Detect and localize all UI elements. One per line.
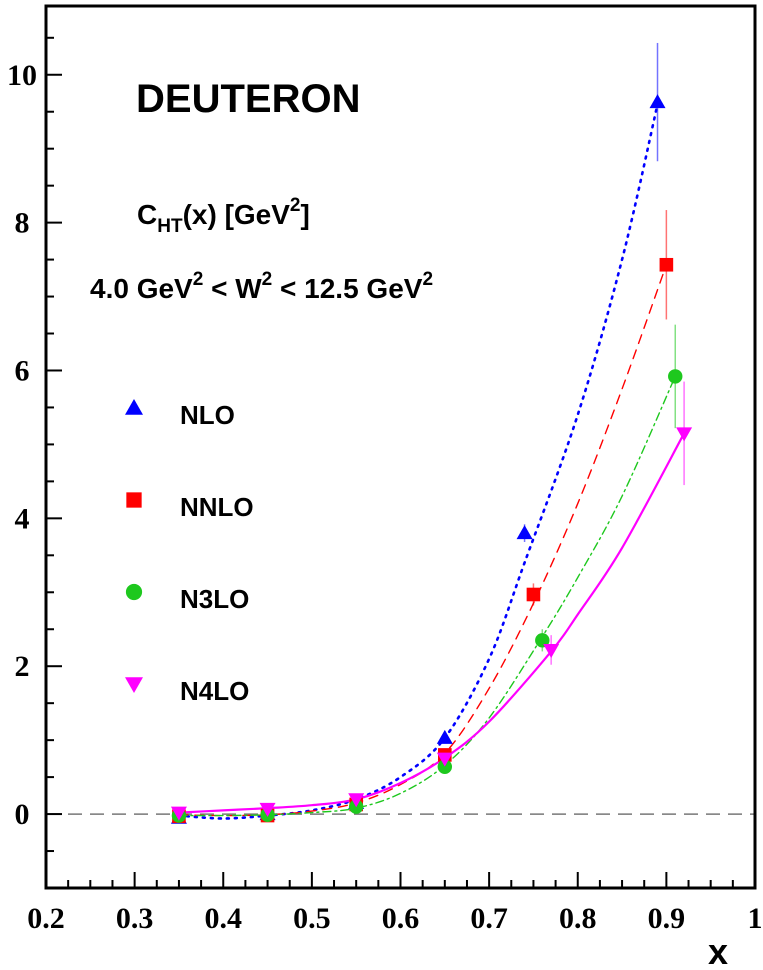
marker-triangle-down-icon xyxy=(436,752,453,767)
x-tick-label: 1 xyxy=(748,902,763,935)
x-tick-label: 0.4 xyxy=(205,902,243,935)
legend-square-icon xyxy=(126,492,142,508)
marker-circle-icon xyxy=(535,633,550,648)
x-tick-label: 0.9 xyxy=(648,902,686,935)
y-tick-labels: 0 2 4 6 8 10 xyxy=(7,59,37,831)
legend-triangle-up-icon xyxy=(125,399,143,415)
legend-label-nnlo: NNLO xyxy=(180,492,254,522)
y-tick-label: 2 xyxy=(15,650,30,683)
marker-circle-icon xyxy=(437,759,453,774)
curve-nlo xyxy=(177,103,659,820)
marker-triangle-down-icon xyxy=(676,427,693,442)
y-tick-label: 0 xyxy=(15,798,30,831)
x-tick-label: 0.8 xyxy=(559,902,597,935)
x-tick-label: 0.2 xyxy=(27,902,65,935)
y-tick-label: 4 xyxy=(15,502,30,535)
y-tick-label: 10 xyxy=(7,59,37,92)
marker-triangle-up-icon xyxy=(516,525,533,540)
w2-range-annotation: 4.0 GeV2 < W2 < 12.5 GeV2 xyxy=(90,269,433,304)
axes xyxy=(44,4,757,890)
chart-subtitle: CHT(x) [GeV2] xyxy=(137,195,310,237)
x-tick-label: 0.7 xyxy=(470,902,508,935)
chart-title: DEUTERON xyxy=(136,77,360,121)
marker-circle-icon xyxy=(668,369,683,384)
marker-triangle-up-icon xyxy=(436,729,453,744)
marker-triangle-up-icon xyxy=(649,94,666,109)
marker-square-icon xyxy=(526,587,541,602)
x-tick-labels: 0.2 0.3 0.4 0.5 0.6 0.7 0.8 0.9 1 xyxy=(27,902,762,935)
x-tick-label: 0.6 xyxy=(382,902,420,935)
x-tick-label: 0.5 xyxy=(293,902,331,935)
marker-triangle-down-icon xyxy=(170,806,187,821)
legend-label-nlo: NLO xyxy=(180,400,235,430)
y-tick-label: 8 xyxy=(15,207,30,240)
legend-label-n3lo: N3LO xyxy=(180,584,249,614)
data-markers xyxy=(170,94,693,824)
y-tick-label: 6 xyxy=(15,354,30,387)
marker-square-icon xyxy=(659,257,674,272)
marker-triangle-down-icon xyxy=(348,793,365,808)
legend: NLO NNLO N3LO N4LO xyxy=(125,399,254,706)
marker-triangle-down-icon xyxy=(543,643,560,658)
x-axis-label: x xyxy=(708,931,728,970)
legend-triangle-down-icon xyxy=(125,677,143,693)
legend-circle-icon xyxy=(125,583,143,601)
x-tick-label: 0.3 xyxy=(116,902,154,935)
legend-label-n4lo: N4LO xyxy=(180,676,249,706)
marker-triangle-down-icon xyxy=(259,802,276,817)
